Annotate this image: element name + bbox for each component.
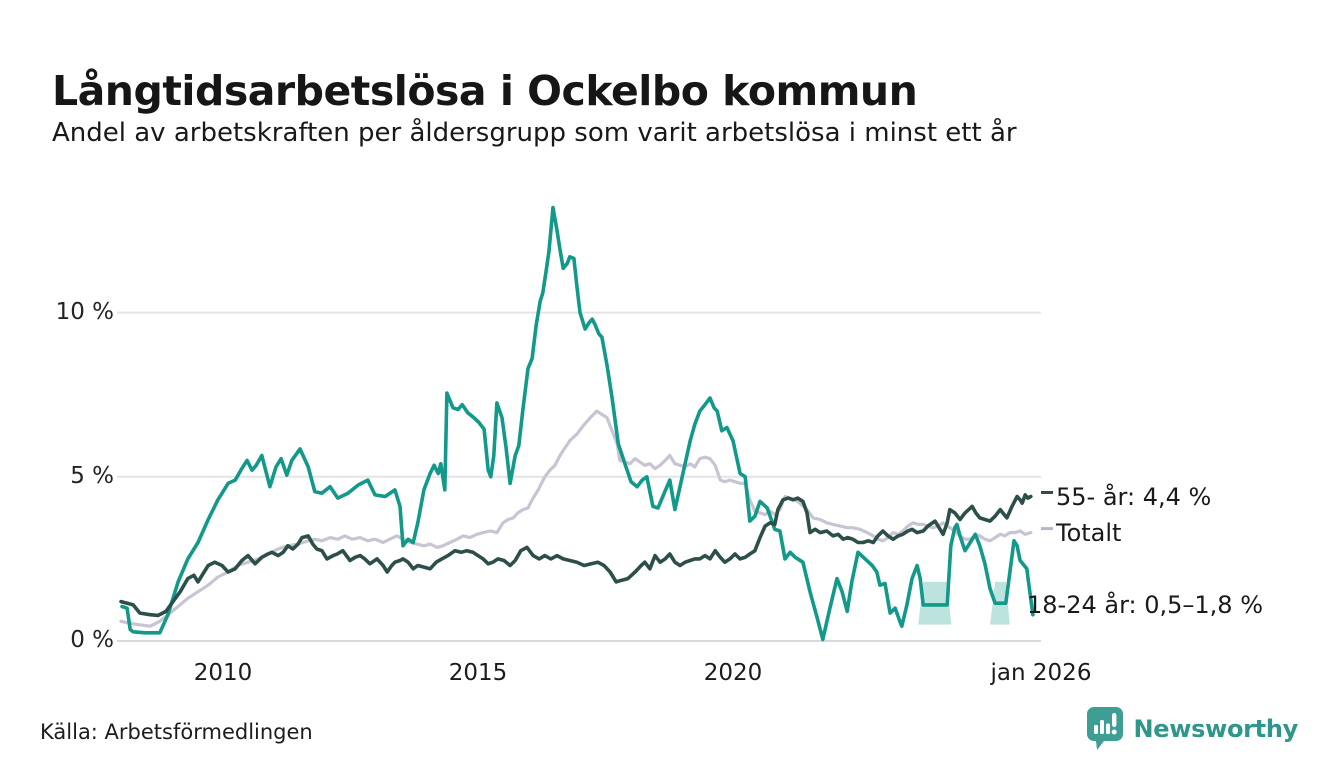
chart-subtitle: Andel av arbetskraften per åldersgrupp s… (52, 118, 1017, 148)
x-tick-jan-2026: jan 2026 (990, 660, 1092, 686)
end-label-totalt: Totalt (1056, 519, 1122, 547)
end-label-55: 55- år: 4,4 % (1056, 483, 1212, 511)
x-tick-2010: 2010 (193, 660, 253, 686)
line-totalt (119, 409, 1033, 628)
y-tick-10: 10 % (55, 299, 114, 325)
line-55 (119, 493, 1033, 618)
y-tick-5: 5 % (70, 463, 114, 489)
x-tick-2020: 2020 (703, 660, 763, 686)
page-title: Långtidsarbetslösa i Ockelbo kommun (52, 67, 918, 116)
newsworthy-logo: Newsworthy (1086, 706, 1298, 751)
end-label-18-24: 18-24 år: 0,5–1,8 % (1027, 591, 1264, 619)
line-18-24 (120, 205, 1035, 642)
source-note: Källa: Arbetsförmedlingen (40, 720, 313, 744)
newsworthy-wordmark: Newsworthy (1133, 714, 1298, 743)
newsworthy-icon (1087, 707, 1124, 750)
x-tick-2015: 2015 (448, 660, 508, 686)
y-tick-0: 0 % (70, 627, 114, 653)
